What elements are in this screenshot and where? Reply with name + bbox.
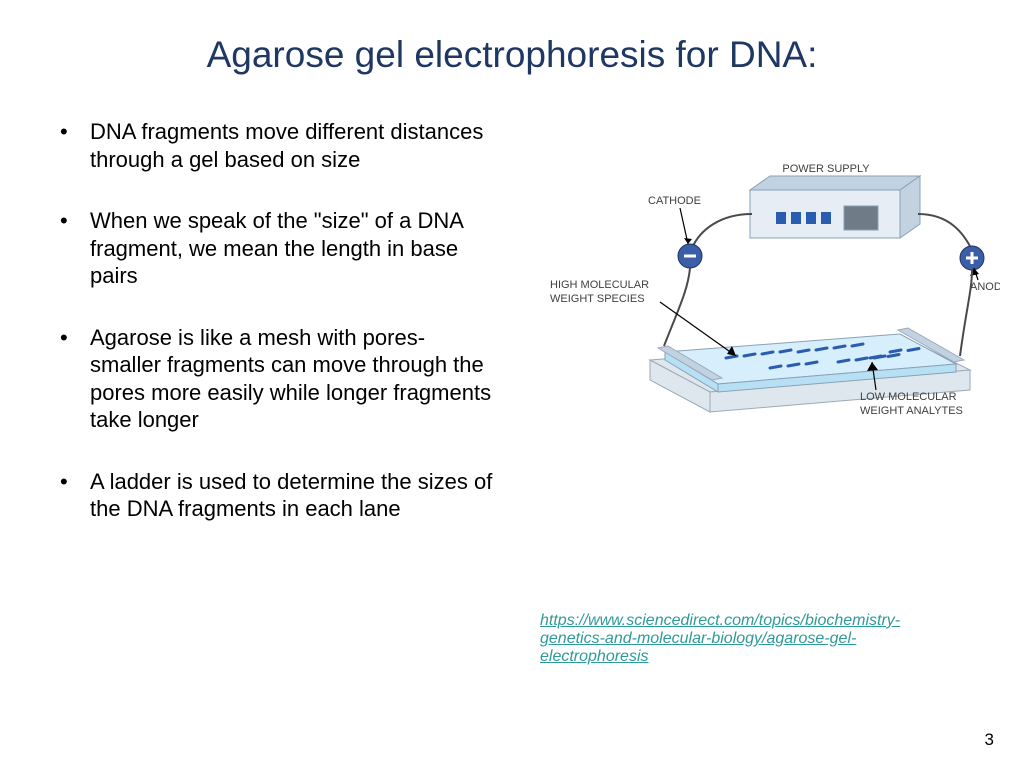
svg-text:WEIGHT SPECIES: WEIGHT SPECIES xyxy=(550,293,645,305)
svg-text:POWER SUPPLY: POWER SUPPLY xyxy=(782,163,870,175)
svg-text:CATHODE: CATHODE xyxy=(648,195,701,207)
title-text: Agarose gel electrophoresis for DNA: xyxy=(0,34,1024,76)
electrophoresis-diagram: POWER SUPPLY CATHODE ANODE HIGH MOLECULAR WE… xyxy=(540,160,1000,420)
svg-text:WEIGHT ANALYTES: WEIGHT ANALYTES xyxy=(860,405,963,417)
citation: https://www.sciencedirect.com/topics/bio… xyxy=(540,612,960,666)
citation-link[interactable]: https://www.sciencedirect.com/topics/bio… xyxy=(540,612,900,665)
svg-text:ANODE: ANODE xyxy=(970,281,1000,293)
page-number: 3 xyxy=(985,730,994,750)
bullet-item: DNA fragments move different distances t… xyxy=(60,118,500,173)
svg-text:LOW MOLECULAR: LOW MOLECULAR xyxy=(860,391,957,403)
bullet-item: A ladder is used to determine the sizes … xyxy=(60,468,500,523)
slide-title: Agarose gel electrophoresis for DNA: xyxy=(0,34,1024,76)
bullet-item: When we speak of the "size" of a DNA fra… xyxy=(60,207,500,290)
bullet-item: Agarose is like a mesh with pores- small… xyxy=(60,324,500,434)
svg-text:HIGH MOLECULAR: HIGH MOLECULAR xyxy=(550,279,649,291)
bullet-list: DNA fragments move different distances t… xyxy=(60,118,500,523)
